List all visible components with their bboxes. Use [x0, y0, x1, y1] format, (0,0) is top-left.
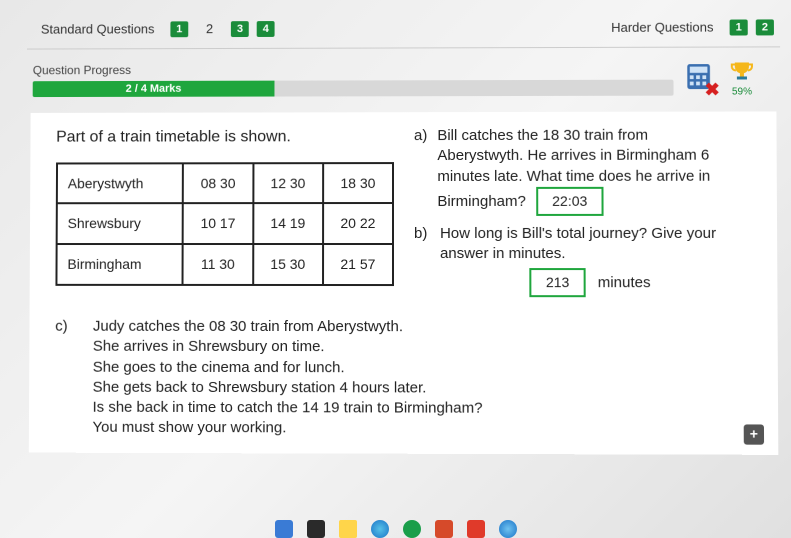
part-b-answer[interactable]: 213 [530, 268, 586, 297]
taskbar-icon[interactable] [499, 520, 517, 538]
std-q-3[interactable]: 3 [231, 21, 249, 37]
std-q-1[interactable]: 1 [170, 21, 188, 37]
standard-questions-tab[interactable]: Standard Questions [33, 17, 162, 40]
table-row: Aberystwyth 08 30 12 30 18 30 [57, 163, 393, 204]
close-x-icon: ✖ [705, 79, 720, 100]
part-c-label: c) [55, 317, 77, 438]
part-b-text: How long is Bill's total journey? Give y… [440, 224, 735, 265]
taskbar-icon[interactable] [339, 520, 357, 538]
part-a-label: a) [414, 126, 427, 216]
table-row: Shrewsbury 10 17 14 19 20 22 [57, 203, 393, 244]
progress-bar: 2 / 4 Marks [33, 80, 674, 97]
harder-questions-tab[interactable]: Harder Questions [603, 16, 722, 39]
trophy-percent: 59% [728, 86, 756, 97]
std-q-2[interactable]: 2 [196, 17, 223, 40]
taskbar-icon[interactable] [307, 520, 325, 538]
question-tabs: Standard Questions 1 2 3 4 Harder Questi… [27, 7, 780, 49]
table-row: Birmingham 11 30 15 30 21 57 [56, 244, 393, 285]
taskbar-icon[interactable] [435, 520, 453, 538]
taskbar-icon[interactable] [467, 520, 485, 538]
taskbar-icon[interactable] [275, 520, 293, 538]
timetable: Aberystwyth 08 30 12 30 18 30 Shrewsbury… [55, 162, 394, 287]
progress-fill: 2 / 4 Marks [33, 81, 275, 97]
question-card: Part of a train timetable is shown. Aber… [29, 111, 779, 454]
part-b-label: b) [414, 224, 430, 297]
hard-q-2[interactable]: 2 [756, 19, 774, 35]
part-b-unit: minutes [598, 274, 651, 291]
taskbar [0, 514, 791, 538]
std-q-4[interactable]: 4 [257, 21, 275, 37]
progress-title: Question Progress [33, 62, 674, 78]
calculator-icon[interactable]: ✖ [683, 61, 713, 96]
part-c-text: Judy catches the 08 30 train from Aberys… [92, 317, 735, 440]
plus-icon: + [750, 425, 758, 444]
part-a-answer[interactable]: 22:03 [536, 187, 603, 216]
taskbar-icon[interactable] [403, 520, 421, 538]
hard-q-1[interactable]: 1 [730, 19, 748, 35]
trophy-icon[interactable]: 59% [728, 59, 756, 97]
question-intro: Part of a train timetable is shown. [56, 126, 394, 148]
taskbar-icon[interactable] [371, 520, 389, 538]
add-working-button[interactable]: + [744, 424, 764, 444]
